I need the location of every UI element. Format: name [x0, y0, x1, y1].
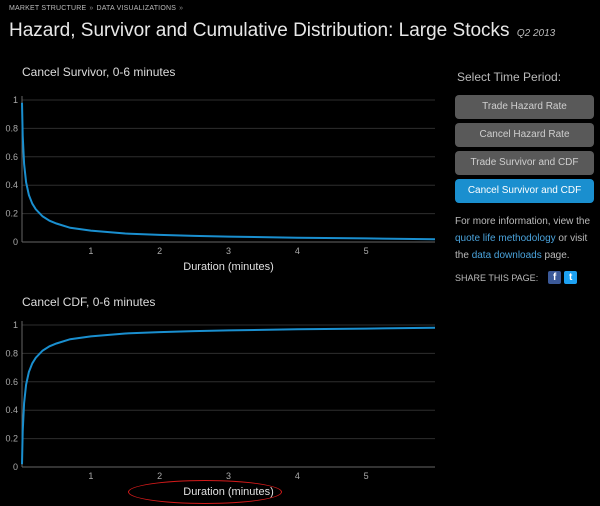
data-downloads-link[interactable]: data downloads — [471, 250, 542, 261]
y-tick-label: 1 — [13, 95, 18, 105]
x-tick-label: 4 — [295, 246, 300, 256]
y-tick-label: 0.4 — [5, 405, 18, 415]
y-tick-label: 0.2 — [5, 434, 18, 444]
info-text: For more information, view the quote lif… — [455, 213, 596, 264]
period-label: Q2 2013 — [516, 28, 556, 39]
x-tick-label: 2 — [157, 246, 162, 256]
trade-survivor-cdf-button[interactable]: Trade Survivor and CDF — [455, 151, 594, 175]
cancel-hazard-rate-button[interactable]: Cancel Hazard Rate — [455, 123, 594, 147]
x-tick-label: 2 — [157, 471, 162, 481]
series-line — [21, 326, 436, 465]
y-tick-label: 0.6 — [5, 377, 18, 387]
y-tick-label: 0.2 — [5, 209, 18, 219]
x-tick-label: 4 — [295, 471, 300, 481]
x-axis-label: Duration (minutes) — [183, 486, 273, 498]
cdf-chart: 0 0.2 0.4 0.6 0.8 1 1 2 3 4 5 Duration (minutes) — [5, 320, 436, 498]
x-tick-label: 5 — [364, 246, 369, 256]
y-tick-label: 0 — [13, 237, 18, 247]
sidebar-heading: Select Time Period: — [457, 70, 562, 84]
share-bar: SHARE THIS PAGE: f t — [455, 271, 596, 284]
facebook-icon[interactable]: f — [548, 271, 562, 284]
page-title: Hazard, Survivor and Cumulative Distribu… — [9, 20, 555, 42]
breadcrumb-separator: » — [89, 5, 94, 12]
survivor-chart: 0 0.2 0.4 0.6 0.8 1 1 2 3 4 5 Duration (minutes) — [5, 95, 436, 273]
x-tick-label: 1 — [88, 246, 93, 256]
y-tick-label: 0.4 — [5, 180, 18, 190]
y-tick-label: 0 — [13, 462, 18, 472]
breadcrumb-item-data-visualizations[interactable]: DATA VISUALIZATIONS — [96, 5, 177, 12]
trade-hazard-rate-button[interactable]: Trade Hazard Rate — [455, 95, 594, 119]
y-tick-label: 0.8 — [5, 348, 18, 358]
x-tick-label: 1 — [88, 471, 93, 481]
info-prefix: For more information, view the — [455, 216, 591, 227]
y-tick-label: 0.6 — [5, 152, 18, 162]
chart-title-cdf: Cancel CDF, 0-6 minutes — [22, 295, 156, 309]
y-tick-label: 1 — [13, 320, 18, 330]
info-middle: or visit the — [455, 233, 588, 261]
page-title-text: Hazard, Survivor and Cumulative Distribu… — [9, 20, 510, 41]
breadcrumb-item-market-structure[interactable]: MARKET STRUCTURE — [9, 5, 87, 12]
quote-life-methodology-link[interactable]: quote life methodology — [455, 233, 556, 244]
chart-title-survivor: Cancel Survivor, 0-6 minutes — [22, 65, 176, 79]
y-tick-label: 0.8 — [5, 123, 18, 133]
cancel-survivor-cdf-button[interactable]: Cancel Survivor and CDF — [455, 179, 594, 203]
breadcrumb: MARKET STRUCTURE» DATA VISUALIZATIONS» — [9, 5, 186, 12]
x-tick-label: 3 — [226, 471, 231, 481]
breadcrumb-separator: » — [179, 5, 184, 12]
twitter-icon[interactable]: t — [564, 271, 578, 284]
x-tick-label: 3 — [226, 246, 231, 256]
sidebar: Select Time Period: Trade Hazard Rate Ca… — [455, 70, 596, 284]
series-line — [21, 102, 436, 241]
info-suffix: page. — [544, 250, 570, 261]
share-label: SHARE THIS PAGE: — [455, 272, 539, 283]
x-axis-label: Duration (minutes) — [183, 261, 273, 273]
x-tick-label: 5 — [364, 471, 369, 481]
